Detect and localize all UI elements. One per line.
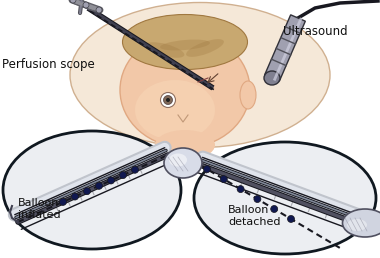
Circle shape	[163, 95, 173, 104]
Ellipse shape	[264, 71, 280, 85]
Ellipse shape	[135, 80, 215, 140]
Ellipse shape	[164, 148, 202, 178]
Polygon shape	[264, 15, 306, 81]
Circle shape	[254, 196, 261, 203]
Circle shape	[237, 186, 244, 192]
Circle shape	[288, 215, 295, 222]
Text: Ultrasound: Ultrasound	[283, 25, 348, 38]
Circle shape	[96, 7, 102, 13]
Text: Perfusion scope: Perfusion scope	[2, 58, 95, 71]
Circle shape	[84, 188, 90, 195]
Circle shape	[166, 98, 170, 102]
Circle shape	[160, 93, 176, 108]
Ellipse shape	[122, 14, 247, 69]
Ellipse shape	[347, 219, 367, 231]
Circle shape	[71, 193, 79, 200]
Ellipse shape	[169, 154, 187, 166]
Circle shape	[204, 166, 211, 173]
Ellipse shape	[342, 209, 380, 237]
Circle shape	[220, 176, 227, 183]
Ellipse shape	[186, 39, 224, 57]
Circle shape	[83, 2, 89, 8]
Ellipse shape	[146, 42, 184, 58]
Ellipse shape	[194, 142, 376, 254]
Ellipse shape	[240, 81, 256, 109]
Circle shape	[119, 172, 127, 179]
Ellipse shape	[120, 33, 250, 148]
Circle shape	[95, 182, 103, 189]
Circle shape	[131, 166, 138, 173]
Text: Balloon
inflated: Balloon inflated	[18, 198, 61, 220]
Text: Balloon
detached: Balloon detached	[228, 205, 280, 227]
Circle shape	[108, 177, 114, 184]
Circle shape	[70, 0, 76, 3]
Ellipse shape	[70, 3, 330, 148]
Ellipse shape	[3, 131, 181, 249]
Circle shape	[271, 205, 278, 213]
Circle shape	[60, 198, 66, 205]
Ellipse shape	[160, 39, 210, 50]
Ellipse shape	[155, 130, 215, 160]
